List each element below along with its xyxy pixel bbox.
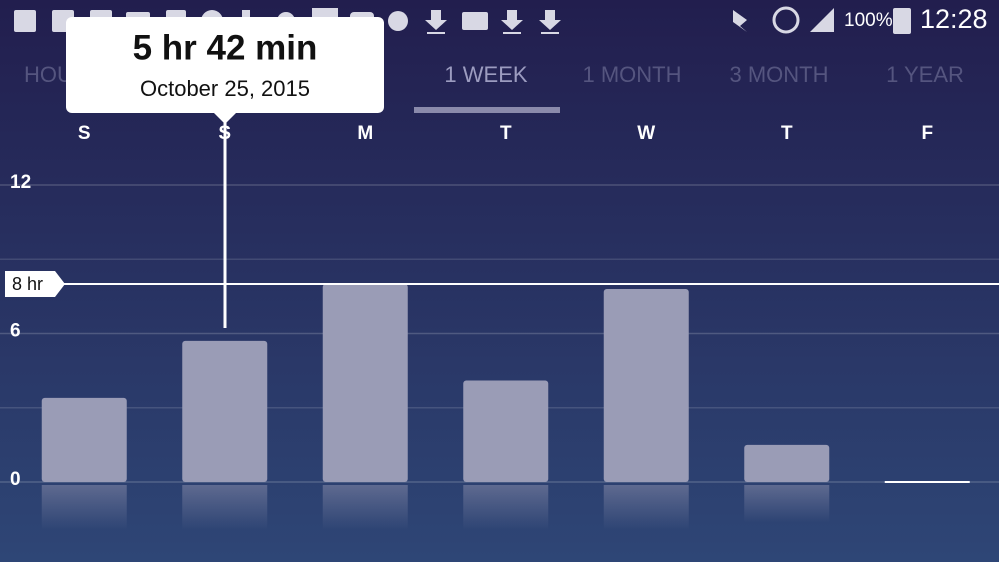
tab-label: 1 YEAR bbox=[886, 62, 964, 87]
bar-reflection bbox=[744, 485, 830, 523]
bar bbox=[182, 340, 268, 482]
tooltip: 5 hr 42 min October 25, 2015 bbox=[66, 17, 384, 328]
tab-label: HOU bbox=[24, 62, 73, 87]
tab-label: 1 WEEK bbox=[444, 62, 527, 87]
x-tick-label: S bbox=[78, 123, 91, 144]
goal-tag bbox=[5, 271, 65, 297]
bar-reflection bbox=[182, 485, 268, 530]
tooltip-box bbox=[66, 17, 384, 113]
tab-bar: HOU 1 WEEK 1 MONTH 3 MONTH 1 YEAR bbox=[24, 62, 964, 113]
tooltip-arrow bbox=[213, 112, 237, 124]
battery-text: 100% bbox=[844, 10, 893, 31]
bar bbox=[603, 288, 689, 482]
bar-reflection bbox=[463, 485, 549, 530]
clock: 12:28 bbox=[920, 4, 988, 34]
chart: 0612SSMTWTF8 hr bbox=[0, 123, 999, 530]
x-tick-label: T bbox=[781, 123, 793, 144]
goal-label: 8 hr bbox=[12, 274, 43, 294]
tooltip-value: 5 hr 42 min bbox=[133, 28, 318, 67]
bar-reflection bbox=[322, 485, 408, 530]
bar bbox=[744, 444, 830, 482]
bar bbox=[322, 284, 408, 482]
x-tick-label: F bbox=[921, 123, 933, 144]
bar-reflection bbox=[603, 485, 689, 530]
y-tick-label: 6 bbox=[10, 321, 21, 342]
bar bbox=[463, 380, 549, 482]
tab-label: 1 MONTH bbox=[583, 62, 682, 87]
bar bbox=[41, 397, 127, 482]
tooltip-date: October 25, 2015 bbox=[140, 76, 310, 101]
x-tick-label: M bbox=[357, 123, 373, 144]
x-tick-label: W bbox=[637, 123, 655, 144]
y-tick-label: 12 bbox=[10, 172, 31, 193]
bar-reflection bbox=[41, 485, 127, 530]
tab-label: 3 MONTH bbox=[730, 62, 829, 87]
x-tick-label: T bbox=[500, 123, 512, 144]
bar bbox=[884, 481, 970, 483]
tab-underline bbox=[414, 107, 560, 113]
y-tick-label: 0 bbox=[10, 469, 21, 490]
